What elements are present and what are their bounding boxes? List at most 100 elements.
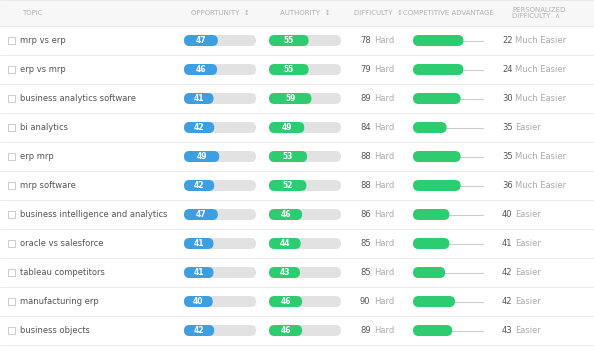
Text: 36: 36	[502, 181, 513, 190]
Text: 41: 41	[502, 239, 513, 248]
FancyBboxPatch shape	[413, 151, 460, 162]
Text: manufacturing erp: manufacturing erp	[20, 297, 99, 306]
Text: Hard: Hard	[374, 297, 394, 306]
FancyBboxPatch shape	[184, 151, 256, 162]
Text: 22: 22	[502, 36, 513, 45]
Text: 85: 85	[360, 239, 371, 248]
FancyBboxPatch shape	[269, 151, 341, 162]
Bar	[0, 84, 594, 113]
FancyBboxPatch shape	[269, 35, 341, 46]
FancyBboxPatch shape	[184, 296, 256, 307]
Text: DIFFICULTY  ∧: DIFFICULTY ∧	[512, 14, 560, 19]
FancyBboxPatch shape	[184, 180, 256, 191]
Text: 35: 35	[502, 152, 513, 161]
Bar	[8, 269, 15, 276]
FancyBboxPatch shape	[269, 122, 304, 133]
Text: 46: 46	[280, 210, 291, 219]
FancyBboxPatch shape	[184, 35, 218, 46]
Text: AUTHORITY  ↕: AUTHORITY ↕	[280, 10, 330, 16]
FancyBboxPatch shape	[269, 296, 341, 307]
Text: 86: 86	[360, 210, 371, 219]
FancyBboxPatch shape	[269, 64, 341, 75]
Text: Hard: Hard	[374, 152, 394, 161]
Text: 46: 46	[280, 297, 291, 306]
FancyBboxPatch shape	[269, 35, 309, 46]
FancyBboxPatch shape	[184, 325, 256, 336]
Text: Much Easier: Much Easier	[515, 94, 566, 103]
FancyBboxPatch shape	[184, 151, 219, 162]
Text: Hard: Hard	[374, 210, 394, 219]
Text: 55: 55	[284, 65, 294, 74]
FancyBboxPatch shape	[184, 267, 213, 278]
FancyBboxPatch shape	[413, 64, 463, 75]
FancyBboxPatch shape	[184, 296, 213, 307]
Bar	[8, 240, 15, 247]
FancyBboxPatch shape	[413, 122, 447, 133]
Text: 30: 30	[502, 94, 513, 103]
Text: Much Easier: Much Easier	[515, 36, 566, 45]
FancyBboxPatch shape	[269, 151, 307, 162]
Text: Much Easier: Much Easier	[515, 181, 566, 190]
FancyBboxPatch shape	[184, 93, 213, 104]
Text: TOPIC: TOPIC	[22, 10, 43, 16]
Text: 84: 84	[360, 123, 371, 132]
FancyBboxPatch shape	[269, 238, 301, 249]
FancyBboxPatch shape	[269, 180, 341, 191]
Text: Much Easier: Much Easier	[515, 65, 566, 74]
Text: bi analytics: bi analytics	[20, 123, 68, 132]
Bar	[8, 37, 15, 44]
Text: PERSONALIZED: PERSONALIZED	[512, 6, 565, 13]
Text: mrp software: mrp software	[20, 181, 76, 190]
Text: 53: 53	[283, 152, 293, 161]
Text: Hard: Hard	[374, 65, 394, 74]
Text: 42: 42	[194, 181, 204, 190]
FancyBboxPatch shape	[184, 35, 256, 46]
Text: Hard: Hard	[374, 94, 394, 103]
Text: 42: 42	[194, 123, 204, 132]
Text: 90: 90	[360, 297, 371, 306]
Text: Hard: Hard	[374, 268, 394, 277]
Text: 47: 47	[195, 210, 206, 219]
Bar	[0, 0, 594, 26]
FancyBboxPatch shape	[269, 296, 302, 307]
Text: Easier: Easier	[515, 210, 541, 219]
FancyBboxPatch shape	[413, 93, 460, 104]
Text: 35: 35	[502, 123, 513, 132]
FancyBboxPatch shape	[269, 93, 311, 104]
Text: 42: 42	[502, 268, 513, 277]
Bar	[0, 258, 594, 287]
Text: business analytics software: business analytics software	[20, 94, 136, 103]
Text: COMPETITIVE ADVANTAGE: COMPETITIVE ADVANTAGE	[403, 10, 494, 16]
Bar	[8, 182, 15, 189]
Bar	[0, 55, 594, 84]
FancyBboxPatch shape	[184, 267, 256, 278]
FancyBboxPatch shape	[413, 238, 450, 249]
Text: Hard: Hard	[374, 239, 394, 248]
Bar	[8, 95, 15, 102]
Text: 89: 89	[360, 326, 371, 335]
Text: oracle vs salesforce: oracle vs salesforce	[20, 239, 103, 248]
FancyBboxPatch shape	[184, 180, 214, 191]
Text: erp mrp: erp mrp	[20, 152, 53, 161]
Text: 49: 49	[282, 123, 292, 132]
Text: 40: 40	[193, 297, 204, 306]
Text: 79: 79	[360, 65, 371, 74]
FancyBboxPatch shape	[413, 180, 460, 191]
Text: 44: 44	[280, 239, 290, 248]
FancyBboxPatch shape	[269, 267, 300, 278]
Bar	[0, 229, 594, 258]
FancyBboxPatch shape	[184, 93, 256, 104]
Text: Hard: Hard	[374, 181, 394, 190]
Bar	[8, 327, 15, 334]
Text: Much Easier: Much Easier	[515, 152, 566, 161]
FancyBboxPatch shape	[413, 296, 455, 307]
Text: Hard: Hard	[374, 36, 394, 45]
Text: business intelligence and analytics: business intelligence and analytics	[20, 210, 168, 219]
Text: business objects: business objects	[20, 326, 90, 335]
Text: 49: 49	[197, 152, 207, 161]
Text: Easier: Easier	[515, 297, 541, 306]
Bar	[0, 200, 594, 229]
Bar	[8, 153, 15, 160]
FancyBboxPatch shape	[413, 325, 452, 336]
Text: 41: 41	[194, 94, 204, 103]
